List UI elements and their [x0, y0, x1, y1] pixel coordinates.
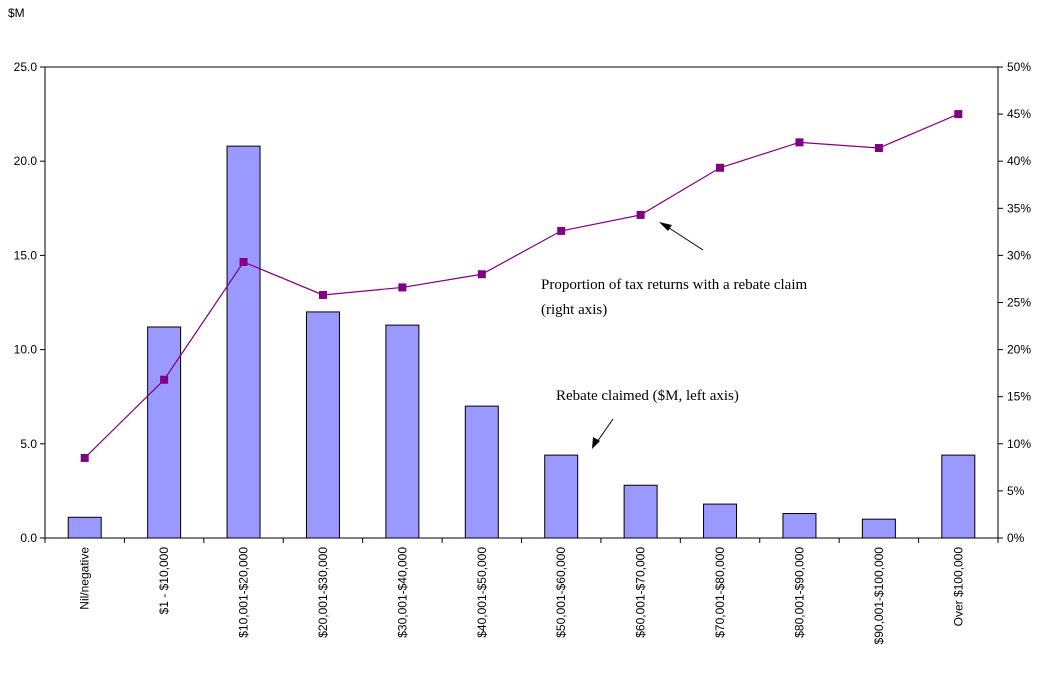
- line-point: [874, 144, 883, 153]
- left-axis: 0.0 5.0 10.0 15.0 20.0 25.0: [14, 60, 45, 545]
- line-point: [636, 210, 645, 219]
- line-point: [954, 110, 963, 119]
- line-annotation-text-2: (right axis): [541, 302, 607, 318]
- line-point: [80, 453, 89, 462]
- x-axis-tick-label: $90,001-$100,000: [872, 547, 886, 645]
- x-axis-labels: Nil/negative $1 - $10,000 $10,001-$20,000 $…: [44, 538, 999, 645]
- right-axis-tick-label: 30%: [1007, 248, 1031, 262]
- bar: [226, 145, 261, 539]
- x-axis-tick-label: $1 - $10,000: [157, 547, 171, 615]
- right-axis-tick-label: 15%: [1007, 390, 1031, 404]
- bar: [623, 484, 658, 539]
- line-annotation-arrowhead: [659, 222, 672, 231]
- x-axis-tick-label: $10,001-$20,000: [237, 547, 251, 638]
- bar: [544, 454, 579, 539]
- bar-annotation-arrowhead: [592, 437, 600, 449]
- line-path: [84, 113, 959, 459]
- line-point: [318, 290, 327, 299]
- line-point: [716, 163, 725, 172]
- right-axis-tick-label: 40%: [1007, 154, 1031, 168]
- right-axis-tick-label: 25%: [1007, 296, 1031, 310]
- x-axis-tick-label: $40,001-$50,000: [475, 547, 489, 638]
- line-point: [239, 257, 248, 266]
- line-annotation: Proportion of tax returns with a rebate …: [541, 222, 808, 318]
- line-point: [557, 226, 566, 235]
- line-point: [795, 138, 804, 147]
- left-axis-tick-label: 25.0: [14, 60, 38, 74]
- x-axis-tick-label: $50,001-$60,000: [554, 547, 568, 638]
- line-point: [477, 270, 486, 279]
- bar: [385, 324, 420, 539]
- right-axis: 0% 5% 10% 15% 20% 25% 30% 35% 40% 45% 50%: [998, 60, 1031, 545]
- left-axis-tick-label: 5.0: [20, 437, 37, 451]
- line-series: [80, 110, 963, 462]
- x-axis-tick-label: $80,001-$90,000: [792, 547, 806, 638]
- x-axis-tick-label: $30,001-$40,000: [395, 547, 409, 638]
- plot-frame: [44, 66, 999, 539]
- right-axis-tick-label: 10%: [1007, 437, 1031, 451]
- x-axis-tick-label: Over $100,000: [951, 547, 965, 627]
- line-annotation-text-1: Proportion of tax returns with a rebate …: [541, 277, 808, 293]
- left-axis-tick-label: 10.0: [14, 343, 38, 357]
- bar-annotation: Rebate claimed ($M, left axis): [556, 388, 739, 449]
- bar: [782, 513, 817, 539]
- left-axis-tick-label: 15.0: [14, 248, 38, 262]
- bar-annotation-text: Rebate claimed ($M, left axis): [556, 388, 739, 404]
- right-axis-tick-label: 50%: [1007, 60, 1031, 74]
- left-axis-unit-label: $M: [8, 6, 25, 20]
- right-axis-tick-label: 0%: [1007, 531, 1025, 545]
- right-axis-tick-label: 45%: [1007, 107, 1031, 121]
- left-axis-tick-label: 20.0: [14, 154, 38, 168]
- x-axis-tick-label: $20,001-$30,000: [316, 547, 330, 638]
- bar: [703, 503, 738, 539]
- line-annotation-arrow: [665, 225, 704, 251]
- bar-series: [67, 145, 976, 539]
- bar: [861, 518, 896, 539]
- bar: [464, 405, 499, 539]
- bar-annotation-arrow: [596, 418, 614, 443]
- line-point: [160, 375, 169, 384]
- right-axis-tick-label: 20%: [1007, 343, 1031, 357]
- right-axis-tick-label: 35%: [1007, 201, 1031, 215]
- line-point: [398, 283, 407, 292]
- x-axis-tick-label: $60,001-$70,000: [634, 547, 648, 638]
- bar: [147, 326, 182, 539]
- bar: [67, 516, 102, 539]
- bar: [941, 454, 976, 539]
- x-axis-tick-label: Nil/negative: [78, 547, 92, 610]
- x-axis-tick-label: $70,001-$80,000: [713, 547, 727, 638]
- left-axis-tick-label: 0.0: [20, 531, 37, 545]
- bar: [305, 311, 340, 539]
- right-axis-tick-label: 5%: [1007, 484, 1025, 498]
